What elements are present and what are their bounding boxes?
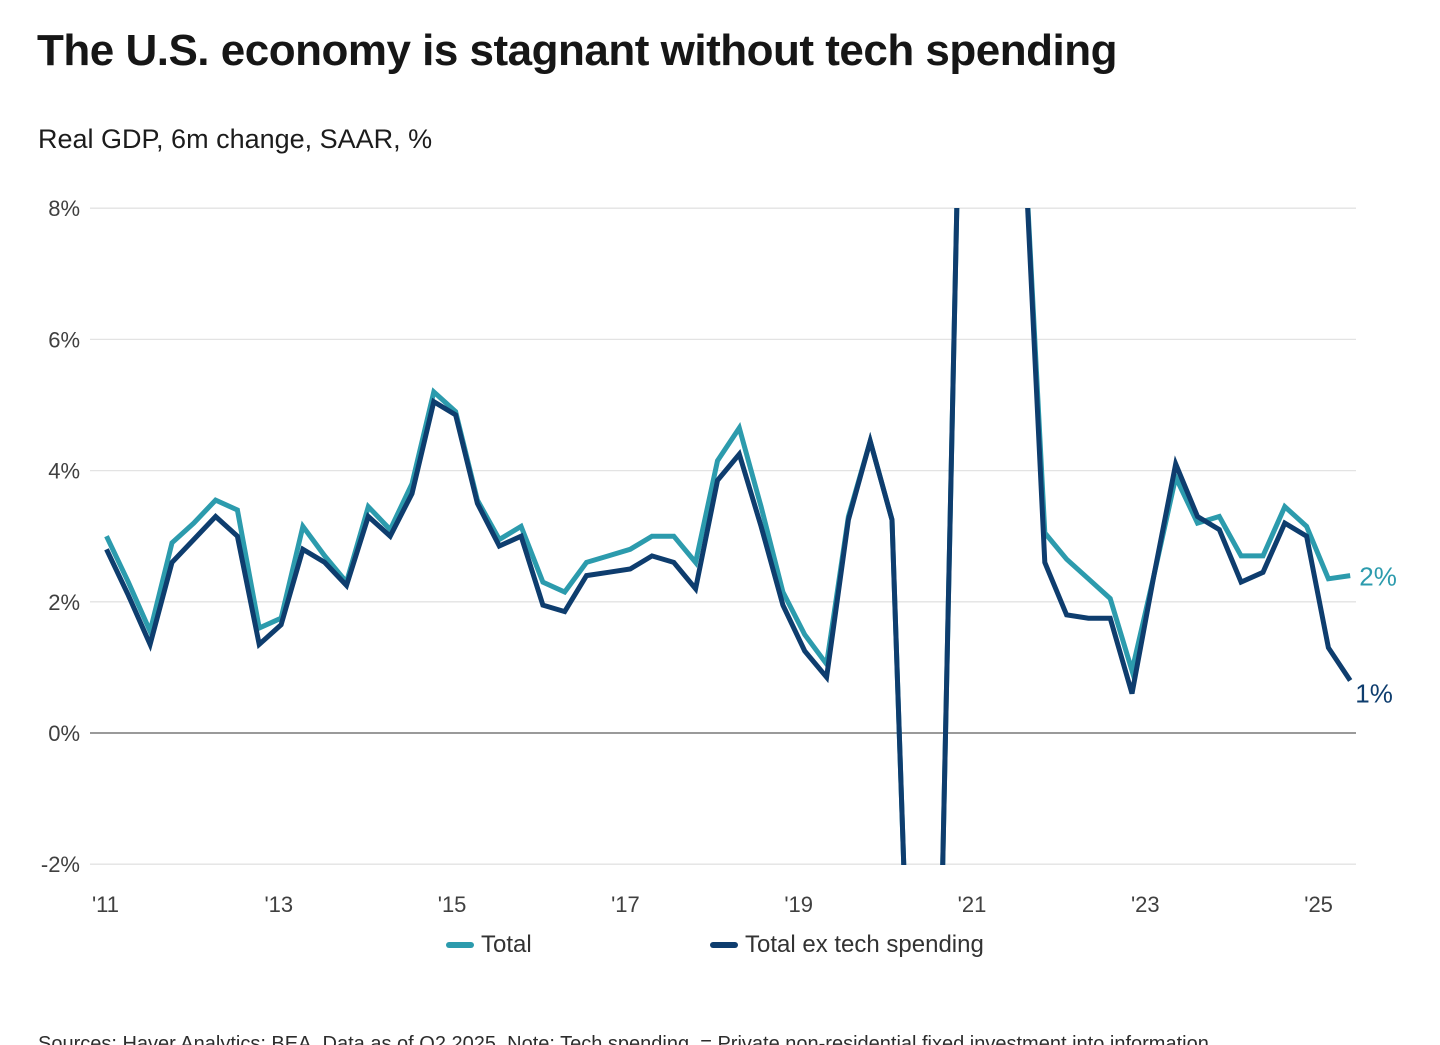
ex-tech-line — [104, 208, 1353, 865]
ex-tech-legend-swatch — [710, 942, 738, 948]
total-end-label: 2% — [1359, 562, 1397, 592]
x-tick-label: '19 — [784, 892, 813, 917]
total-legend-swatch — [446, 942, 474, 948]
y-tick-label: 6% — [48, 327, 80, 352]
chart-subtitle: Real GDP, 6m change, SAAR, % — [38, 124, 433, 154]
x-tick-label: '25 — [1304, 892, 1333, 917]
total-legend-label: Total — [481, 931, 532, 958]
x-tick-label: '23 — [1131, 892, 1160, 917]
x-tick-label: '11 — [92, 892, 119, 917]
gridlines: 8% 6% 4% 2% 0% -2% — [41, 196, 1356, 877]
y-tick-label: -2% — [41, 852, 80, 877]
x-tick-label: '13 — [264, 892, 293, 917]
y-tick-label: 8% — [48, 196, 80, 221]
legend-item-ex-tech: Total ex tech spending — [710, 930, 984, 960]
y-tick-label: 0% — [48, 721, 80, 746]
x-tick-label: '21 — [958, 892, 987, 917]
ex-tech-legend-label: Total ex tech spending — [745, 931, 984, 958]
source-note-line1: Sources: Haver Analytics; BEA. Data as o… — [38, 1033, 1209, 1045]
x-tick-label: '15 — [438, 892, 467, 917]
page-title: The U.S. economy is stagnant without tec… — [37, 26, 1117, 75]
y-tick-label: 4% — [48, 459, 80, 484]
source-note: Sources: Haver Analytics; BEA. Data as o… — [38, 967, 1368, 1045]
legend-item-total: Total — [446, 930, 532, 960]
ex-tech-end-label: 1% — [1355, 679, 1393, 709]
x-tick-label: '17 — [611, 892, 640, 917]
y-tick-label: 2% — [48, 590, 80, 615]
